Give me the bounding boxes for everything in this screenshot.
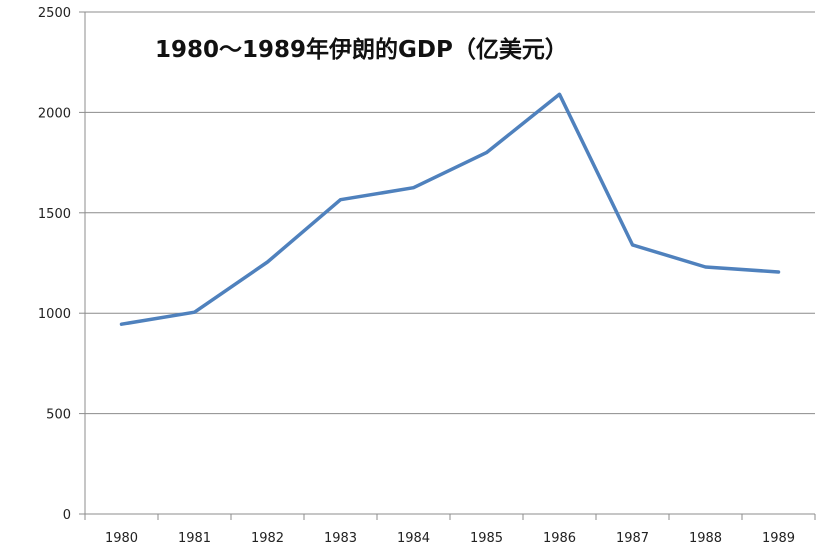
axis-layer — [79, 11, 816, 520]
x-tick-label: 1985 — [470, 531, 503, 546]
y-tick-label: 500 — [46, 408, 71, 423]
chart-title: 1980～1989年伊朗的GDP（亿美元） — [155, 36, 568, 63]
grid-layer — [85, 11, 815, 415]
y-tick-label: 2500 — [38, 6, 71, 21]
x-tick-label: 1983 — [324, 531, 357, 546]
series-layer — [119, 92, 781, 326]
label-layer: 0 500 1000 1500 2000 2500 1980 1981 1982 1983 1984… — [38, 6, 795, 546]
x-tick-label: 1988 — [689, 531, 722, 546]
y-tick-label: 2000 — [38, 106, 71, 121]
series-line — [119, 92, 781, 326]
x-tick-label: 1984 — [397, 531, 430, 546]
x-tick-label: 1987 — [616, 531, 649, 546]
x-tick-label: 1982 — [251, 531, 284, 546]
y-tick-label: 0 — [63, 508, 71, 523]
x-tick-label: 1989 — [762, 531, 795, 546]
x-tick-label: 1980 — [105, 531, 138, 546]
x-tick-label: 1986 — [543, 531, 576, 546]
x-tick-label: 1981 — [178, 531, 211, 546]
y-tick-label: 1000 — [38, 307, 71, 322]
y-tick-label: 1500 — [38, 207, 71, 222]
